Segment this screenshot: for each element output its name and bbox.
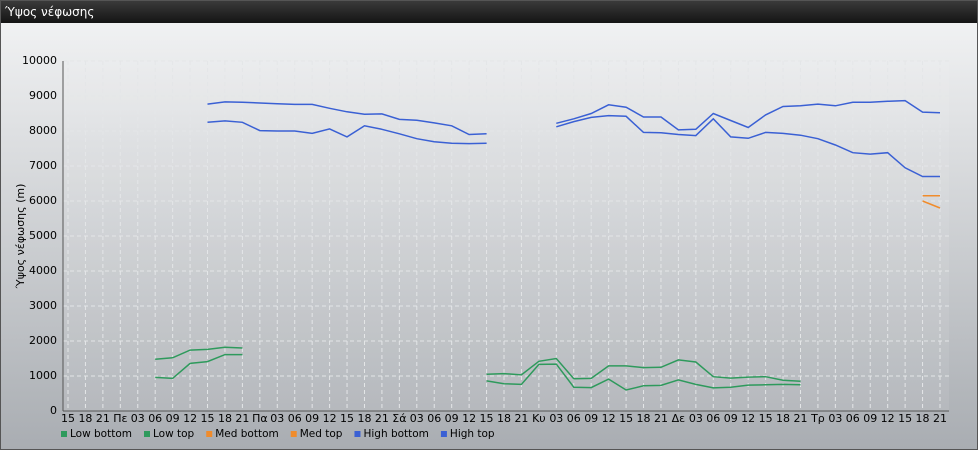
x-tick-label: 03 [549, 412, 563, 425]
x-tick-label: 21 [793, 412, 807, 425]
x-tick-label: 09 [305, 412, 319, 425]
y-tick-label: 0 [50, 404, 57, 417]
x-tick-label: 21 [96, 412, 110, 425]
y-axis-label: Ύψος νέφωσης (m) [14, 184, 27, 290]
x-tick-label: 09 [584, 412, 598, 425]
x-tick-label: 09 [724, 412, 738, 425]
x-tick-label: 06 [288, 412, 302, 425]
legend-label: High bottom [363, 428, 428, 440]
legend-swatch [144, 431, 150, 437]
x-tick-label: 03 [410, 412, 424, 425]
x-tick-label: Πε [113, 412, 127, 425]
x-tick-label: 18 [357, 412, 371, 425]
legend-label: Low bottom [70, 428, 132, 440]
x-tick-label: 12 [183, 412, 197, 425]
x-tick-label: 18 [916, 412, 930, 425]
x-tick-label: 06 [148, 412, 162, 425]
chart: Ύψος νέφωσης (m) 0 1000 2000 3000 4000 5000 60… [14, 54, 949, 440]
y-tick-label: 1000 [29, 369, 57, 382]
y-tick-label: 4000 [29, 264, 57, 277]
x-tick-label: 03 [131, 412, 145, 425]
y-tick-label: 6000 [29, 194, 57, 207]
x-tick-label: 06 [427, 412, 441, 425]
series-line [155, 353, 801, 391]
y-tick-label: 2000 [29, 334, 57, 347]
series-line [207, 99, 941, 136]
x-tick-label: 03 [270, 412, 284, 425]
x-tick-label: 15 [340, 412, 354, 425]
x-tick-label: 21 [933, 412, 947, 425]
x-tick-label: 12 [462, 412, 476, 425]
series-line [155, 346, 801, 383]
x-tick-label: 21 [654, 412, 668, 425]
legend-label: High top [450, 428, 495, 440]
x-tick-label: 09 [166, 412, 180, 425]
x-tick-label: 21 [514, 412, 528, 425]
x-tick-label: Κυ [532, 412, 546, 425]
legend-label: Med top [300, 428, 343, 440]
x-tick-label: 06 [567, 412, 581, 425]
x-tick-label: 15 [201, 412, 215, 425]
x-tick-label: 06 [706, 412, 720, 425]
series-line [207, 114, 940, 178]
x-tick-label: 12 [602, 412, 616, 425]
y-tick-label: 5000 [29, 229, 57, 242]
x-tick-label: Δε [672, 412, 686, 425]
x-tick-label: 18 [78, 412, 92, 425]
x-tick-label: 03 [828, 412, 842, 425]
x-tick-label: 12 [881, 412, 895, 425]
x-tick-label: Τρ [810, 412, 825, 425]
x-tick-label: 15 [759, 412, 773, 425]
x-tick-label: 21 [235, 412, 249, 425]
x-tick-label: 15 [61, 412, 75, 425]
y-tick-label: 3000 [29, 299, 57, 312]
x-tick-label: Σά [392, 412, 406, 425]
x-tick-label: 18 [218, 412, 232, 425]
x-tick-label: 18 [637, 412, 651, 425]
series-line [922, 200, 941, 209]
x-tick-label: 15 [898, 412, 912, 425]
legend-swatch [440, 431, 447, 437]
x-tick-label: 21 [375, 412, 389, 425]
y-tick-label: 10000 [22, 54, 57, 67]
x-tick-label: 18 [497, 412, 511, 425]
title-bar: Ύψος νέφωσης [1, 1, 977, 23]
legend-swatch [61, 431, 67, 437]
x-tick-label: 09 [445, 412, 459, 425]
legend-swatch [290, 431, 297, 437]
y-tick-label: 9000 [29, 89, 57, 102]
y-tick-label: 7000 [29, 159, 57, 172]
legend-swatch [354, 431, 361, 437]
x-tick-label: 03 [689, 412, 703, 425]
x-tick-label: 06 [846, 412, 860, 425]
x-tick-label: Πα [252, 412, 268, 425]
x-tick-label: 15 [619, 412, 633, 425]
legend-label: Med bottom [215, 428, 279, 440]
legend-swatch [206, 431, 213, 437]
x-tick-label: 18 [776, 412, 790, 425]
x-tick-label: 12 [323, 412, 337, 425]
legend-label: Low top [153, 428, 195, 440]
y-tick-label: 8000 [29, 124, 57, 137]
x-tick-label: 09 [863, 412, 877, 425]
x-tick-label: 15 [480, 412, 494, 425]
x-tick-label: 12 [741, 412, 755, 425]
